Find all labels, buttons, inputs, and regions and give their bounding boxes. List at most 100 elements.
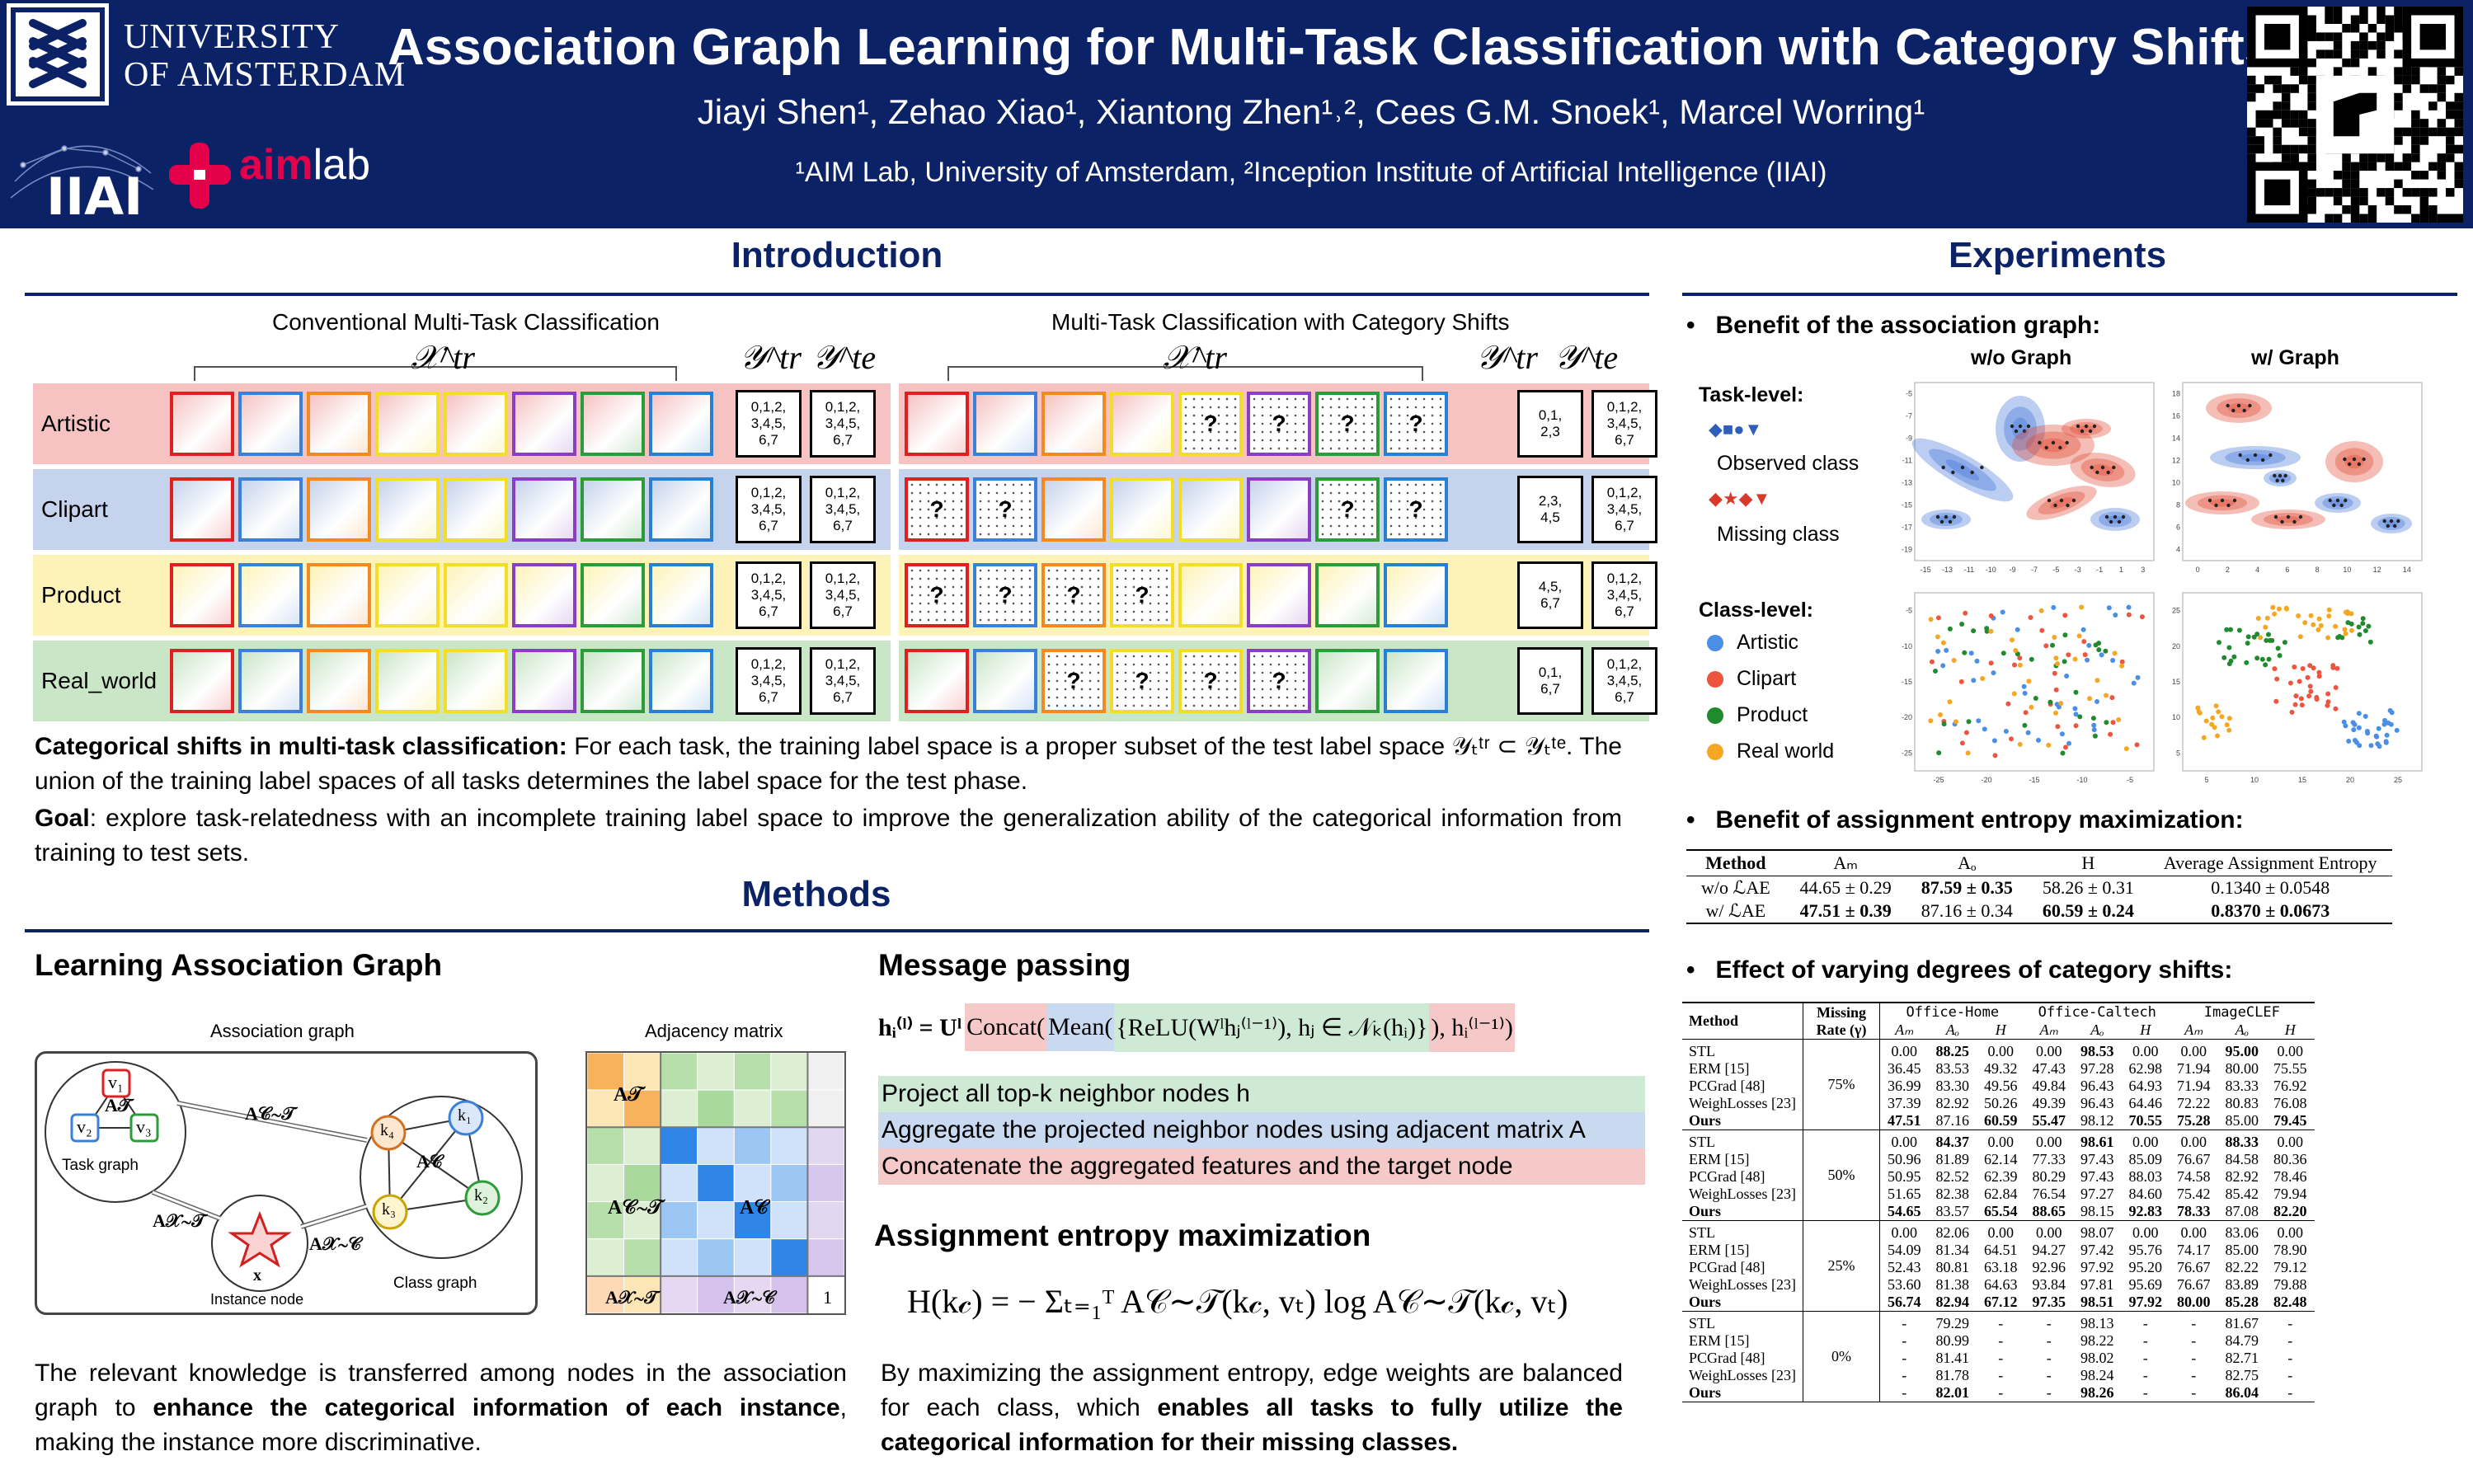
- svg-text:-17: -17: [1902, 524, 1912, 532]
- training-image: [307, 563, 371, 627]
- missing-class-image: ?: [1041, 649, 1106, 713]
- task-level-plot-with-graph: 0 2 4 6 8 10 12 14 18 16 14 12 10 8 6 4: [2172, 382, 2423, 574]
- table-cell: -: [2287, 1350, 2293, 1366]
- table-cell: 47.43: [2032, 1060, 2066, 1077]
- message-passing-title: Message passing: [878, 948, 1131, 982]
- mp-formula-lhs: hᵢ⁽ˡ⁾ = Uˡ: [878, 1013, 962, 1041]
- table-cell: 54.65: [1879, 1203, 1929, 1221]
- table-cell: 79.12: [2273, 1259, 2307, 1275]
- mp-relu: {ReLU(Wˡhⱼ⁽ˡ⁻¹⁾), hⱼ ∈ 𝒩ₖ(hᵢ)}: [1114, 1003, 1430, 1052]
- table-cell: 85.00: [2217, 1112, 2267, 1130]
- table-cell: 88.65: [2024, 1203, 2074, 1221]
- test-label-space: 0,1,2, 3,4,5, 6,7: [1591, 390, 1657, 458]
- table-cell: 50.96: [1888, 1151, 1921, 1167]
- svg-text:-15: -15: [2029, 776, 2039, 784]
- table-cell: 76.08: [2273, 1095, 2307, 1111]
- table-cell: 81.41: [1935, 1350, 1970, 1366]
- legend-dot: [1707, 743, 1723, 760]
- column-header: Average Assignment Entropy: [2148, 849, 2392, 876]
- image-thumbnail: [447, 481, 505, 538]
- table-cell: 0.00: [2121, 1220, 2170, 1242]
- image-thumbnail: [1250, 566, 1308, 624]
- table-cell: 80.36: [2273, 1151, 2307, 1167]
- image-thumbnail: [584, 652, 642, 710]
- missing-class-image: ?: [1384, 477, 1448, 542]
- image-thumbnail: [447, 566, 505, 624]
- image-thumbnail: [1182, 481, 1239, 538]
- table-cell: 0.00: [1879, 1039, 1929, 1060]
- table-cell: 97.92: [2080, 1259, 2114, 1275]
- adj-axt-label: A𝒳∼𝒯: [605, 1287, 659, 1308]
- image-thumbnail: [1319, 652, 1376, 710]
- image-thumbnail: [652, 395, 710, 453]
- svg-text:6: 6: [2285, 566, 2289, 574]
- training-image: [1247, 477, 1311, 542]
- poster-affiliations: ¹AIM Lab, University of Amsterdam, ²Ince…: [795, 157, 1827, 188]
- table-header-row: Aₘ Aₒ H Aₘ Aₒ H Aₘ Aₒ H: [1682, 1021, 2315, 1040]
- table-row: WeighLosses [23] 51.65 82.38 62.84 76.54 97.2…: [1682, 1186, 2315, 1203]
- metric-header: H: [2121, 1021, 2170, 1040]
- method-cell: Ours: [1682, 1112, 1803, 1130]
- table-row: WeighLosses [23] - 81.78 - - 98.24 - - 82.75 -: [1682, 1367, 2315, 1384]
- image-thumbnail: [1045, 481, 1103, 538]
- qr-code-icon[interactable]: [2247, 7, 2463, 223]
- table-cell: 98.26: [2073, 1384, 2122, 1402]
- missing-class-label: Missing class: [1717, 523, 1840, 546]
- image-thumbnail: [1319, 566, 1376, 624]
- image-thumbnail: [173, 566, 231, 624]
- table-cell: 95.20: [2128, 1259, 2163, 1275]
- lag-text-1: The relevant knowledge is transferred am…: [35, 1360, 847, 1421]
- task-name: Product: [41, 582, 121, 608]
- training-image: [238, 649, 303, 713]
- table-cell: -: [1977, 1384, 2025, 1402]
- training-image: [1178, 477, 1243, 542]
- missing-class-image: ?: [905, 477, 969, 542]
- method-cell: PCGrad [48]: [1689, 1259, 1765, 1275]
- missing-rate-cell: 0%: [1803, 1311, 1881, 1402]
- image-thumbnail: [173, 652, 231, 710]
- svg-text:4: 4: [2255, 566, 2259, 574]
- table-row: PCGrad [48] 52.43 80.81 63.18 92.96 97.92 95.2…: [1682, 1259, 2315, 1276]
- train-label-space: 4,5, 6,7: [1517, 561, 1583, 629]
- train-label-space: 0,1,2, 3,4,5, 6,7: [736, 476, 802, 543]
- table-cell: 97.27: [2080, 1186, 2114, 1202]
- experiments-rule: [1682, 293, 2457, 296]
- table-cell: 79.29: [1928, 1311, 1977, 1332]
- svg-text:3: 3: [2141, 566, 2145, 574]
- image-thumbnail: [976, 652, 1034, 710]
- table-cell: 79.45: [2266, 1112, 2315, 1130]
- table-cell: 86.04: [2217, 1384, 2267, 1402]
- table-cell: 58.26 ± 0.31: [2042, 877, 2134, 898]
- table-cell: 75.28: [2170, 1112, 2218, 1130]
- table-row: PCGrad [48] - 81.41 - - 98.02 - - 82.71 -: [1682, 1350, 2315, 1367]
- table-cell: -: [1879, 1311, 1929, 1332]
- table-row: ERM [15] 36.45 83.53 49.32 47.43 97.28 62.98 71…: [1682, 1060, 2315, 1078]
- image-thumbnail: [1045, 395, 1103, 453]
- image-thumbnail: [1387, 566, 1445, 624]
- dataset-header: Office-Caltech: [2024, 1002, 2170, 1021]
- training-image: [238, 392, 303, 456]
- iiai-logo-text: IIAI: [46, 167, 143, 227]
- category-shift-table: Method Missing Rate (γ) Office-Home Office-…: [1682, 1002, 2315, 1402]
- svg-text:14: 14: [2403, 566, 2411, 574]
- svg-text:5: 5: [2176, 749, 2180, 757]
- table-cell: 76.67: [2177, 1259, 2211, 1275]
- svg-text:-20: -20: [1981, 776, 1991, 784]
- train-label-space: 0,1,2, 3,4,5, 6,7: [736, 561, 802, 629]
- svg-text:2: 2: [2226, 566, 2230, 574]
- method-cell: ERM [15]: [1689, 1242, 1750, 1258]
- image-thumbnail: [652, 652, 710, 710]
- table-cell: 97.35: [2024, 1294, 2074, 1312]
- table-cell: 97.43: [2080, 1151, 2114, 1167]
- table-cell: 62.84: [1984, 1186, 2018, 1202]
- missing-class-image: ?: [1384, 392, 1448, 456]
- table-cell: 98.53: [2073, 1039, 2122, 1060]
- y-test-label-left: 𝒴^te: [812, 339, 877, 376]
- table-cell: 82.94: [1928, 1294, 1977, 1312]
- intro-brackets: [194, 366, 1423, 381]
- svg-text:-5: -5: [1906, 390, 1912, 398]
- training-image: [649, 563, 713, 627]
- table-cell: 0.00: [2024, 1129, 2074, 1151]
- table-cell: 0.00: [2024, 1220, 2074, 1242]
- table-cell: 79.94: [2273, 1186, 2307, 1202]
